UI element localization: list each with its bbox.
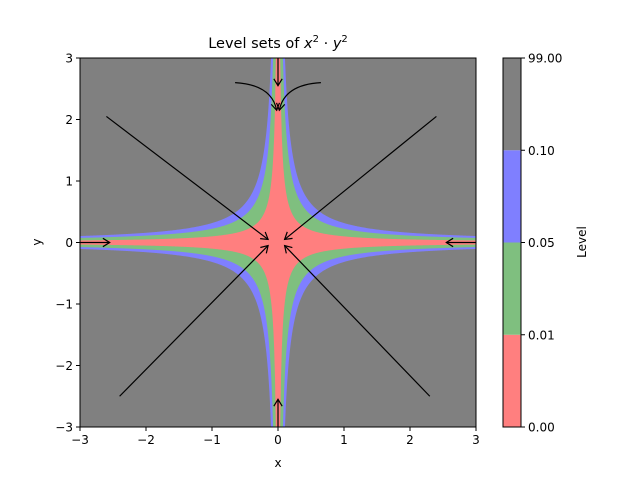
chart-title-exp1: 2 xyxy=(313,34,319,45)
arrow-head-0 xyxy=(260,231,270,241)
x-axis: −3 −2 −1 0 1 2 3 xyxy=(71,427,480,447)
x-tick-label: −3 xyxy=(71,433,89,447)
arrow-0 xyxy=(106,115,269,240)
chart-title-var1: x xyxy=(303,36,313,52)
y-tick-label: −2 xyxy=(55,359,73,373)
chart-title-prefix: Level sets of xyxy=(208,36,304,52)
colorbar-segment-1 xyxy=(503,242,521,335)
x-axis-label: x xyxy=(274,456,281,470)
chart-title-op: · xyxy=(319,36,333,52)
arrow-2 xyxy=(119,245,269,397)
arrow-head-9 xyxy=(445,237,454,248)
arrow-head-7 xyxy=(273,398,283,407)
arrow-head-5 xyxy=(275,102,286,112)
y-tick-label: −3 xyxy=(55,421,73,435)
arrow-1 xyxy=(284,115,437,240)
arrow-head-3 xyxy=(283,244,293,254)
arrows-layer xyxy=(80,58,476,427)
contour-region-level-0-00-to-0-01 xyxy=(80,58,476,427)
x-tick-label: −2 xyxy=(137,433,155,447)
arrow-head-2 xyxy=(260,244,269,254)
chart-title-exp2: 2 xyxy=(341,34,347,45)
arrow-4 xyxy=(235,82,278,111)
y-tick-label: 3 xyxy=(65,52,73,66)
arrow-head-6 xyxy=(273,78,283,87)
y-axis: −3 −2 −1 0 1 2 3 xyxy=(55,52,80,435)
x-tick-label: −1 xyxy=(203,433,221,447)
x-tick-label: 1 xyxy=(340,433,348,447)
arrow-head-4 xyxy=(270,102,281,112)
arrow-head-1 xyxy=(283,231,293,241)
arrow-head-8 xyxy=(102,237,111,248)
chart-title-var2: y xyxy=(332,36,342,52)
colorbar-tick-label: 99.00 xyxy=(528,52,562,66)
y-tick-label: 1 xyxy=(65,175,73,189)
y-tick-label: −1 xyxy=(55,298,73,312)
x-tick-label: 3 xyxy=(472,433,480,447)
x-tick-label: 2 xyxy=(406,433,414,447)
chart-title: Level sets of x2 · y2 xyxy=(208,34,348,52)
colorbar-tick-label: 0.05 xyxy=(528,236,555,250)
colorbar-label: Level xyxy=(575,226,589,258)
colorbar-tick-label: 0.01 xyxy=(528,328,555,342)
contour-fill-layer xyxy=(80,58,476,427)
y-tick-label: 0 xyxy=(65,236,73,250)
colorbar-tick-label: 0.10 xyxy=(528,144,555,158)
colorbar-segment-2 xyxy=(503,150,521,243)
colorbar-segment-0 xyxy=(503,334,521,427)
colorbar-tick-label: 0.00 xyxy=(528,421,555,435)
y-axis-label: y xyxy=(30,238,44,245)
colorbar-segment-3 xyxy=(503,58,521,151)
x-tick-label: 0 xyxy=(274,433,282,447)
colorbar: 0.00 0.01 0.05 0.10 99.00 xyxy=(502,52,562,435)
y-tick-label: 2 xyxy=(65,113,73,127)
arrow-5 xyxy=(278,82,321,111)
arrow-3 xyxy=(284,245,431,397)
